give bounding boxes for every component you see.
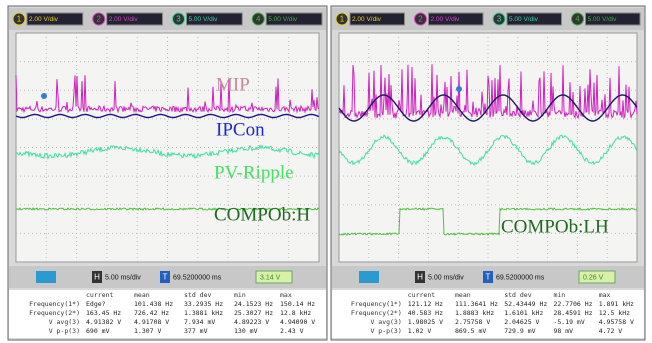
measurement-value: 4.91382 V xyxy=(86,318,121,326)
measurement-value: 729.9 mV xyxy=(504,327,535,335)
measurement-value: 4.91708 V xyxy=(134,318,169,326)
measurement-label: Frequency(2*) xyxy=(29,309,80,317)
measurement-value: 4.94090 V xyxy=(280,318,315,326)
measurement-value: -5.19 mV xyxy=(553,318,584,326)
waveform-area xyxy=(16,33,319,262)
measurement-value: 24.1523 Hz xyxy=(234,300,273,308)
trace-label: PV-Ripple xyxy=(214,162,294,183)
measurement-label: V p-p(3) xyxy=(49,327,80,335)
measurement-value: 1.307 V xyxy=(134,327,161,335)
trace-label: COMPOb:H xyxy=(214,204,310,225)
measurement-value: 2.75758 V xyxy=(455,318,490,326)
measurement-value: 7.934 mV xyxy=(184,318,215,326)
channel-number: 3 xyxy=(176,15,181,24)
measurement-value: 12.5 kHz xyxy=(599,309,630,317)
channel-number: 3 xyxy=(497,15,502,24)
measurement-value: 4.72 V xyxy=(599,327,623,335)
trace-label: IPCon xyxy=(216,119,265,140)
trigger-marker: T xyxy=(163,273,168,282)
measurement-value: 1.6101 kHz xyxy=(504,309,543,317)
measurement-value: 40.583 Hz xyxy=(408,309,443,317)
measurement-header: std dev xyxy=(504,291,531,299)
measurement-value: 1.98025 V xyxy=(408,318,443,326)
measurement-value: 52.43449 Hz xyxy=(504,300,547,308)
measurement-value: 121.12 Hz xyxy=(408,300,443,308)
measurement-value: 98 mV xyxy=(553,327,573,335)
channel-scale: 2.00 V/div xyxy=(431,16,461,23)
trigger-position: 69.5200000 ms xyxy=(496,274,545,281)
channel-number: 4 xyxy=(256,15,261,24)
measurement-value: 1.8883 kHz xyxy=(455,309,494,317)
measurement-label: Frequency(1*) xyxy=(29,300,80,308)
measurement-value: 4.89223 V xyxy=(234,318,269,326)
channel-number: 1 xyxy=(17,15,22,24)
measurement-header: mean xyxy=(134,291,150,299)
measurement-header: std dev xyxy=(184,291,211,299)
measurement-header: mean xyxy=(455,291,471,299)
timebase: 5.00 ms/div xyxy=(428,274,464,281)
trace-label: MIP xyxy=(216,74,250,95)
channel-scale: 5.00 V/div xyxy=(509,16,539,23)
channel-scale: 2.00 V/div xyxy=(352,16,382,23)
cursor-dot xyxy=(456,86,462,92)
cursor-dot xyxy=(41,93,47,99)
trigger-marker: T xyxy=(486,273,491,282)
channel-number: 2 xyxy=(97,15,102,24)
measurement-value: 150.14 Hz xyxy=(280,300,315,308)
measurement-value: 25.3027 Hz xyxy=(234,309,273,317)
channel-number: 4 xyxy=(575,15,580,24)
trigger-position: 69.5200000 ms xyxy=(173,274,222,281)
measurement-value: 2.04625 V xyxy=(504,318,539,326)
measurement-header: max xyxy=(599,291,611,299)
measurement-header: current xyxy=(408,291,435,299)
measurement-value: Edge? xyxy=(86,300,106,308)
measurement-value: 377 mV xyxy=(184,327,208,335)
measurement-value: 101.438 Hz xyxy=(134,300,173,308)
channel-scale: 5.00 V/div xyxy=(189,16,219,23)
measurement-header: min xyxy=(553,291,565,299)
timebase-marker: H xyxy=(94,273,100,282)
measurement-value: 33.2935 Hz xyxy=(184,300,223,308)
measurement-value: 130 mV xyxy=(234,327,258,335)
trigger-level: 3.14 V xyxy=(260,274,281,281)
measurement-value: 690 mV xyxy=(86,327,110,335)
measurement-header: min xyxy=(234,291,246,299)
measurement-label: V p-p(3) xyxy=(370,327,401,335)
run-icon xyxy=(359,271,379,283)
measurement-value: 163.45 Hz xyxy=(86,309,121,317)
measurement-header: max xyxy=(280,291,292,299)
timebase: 5.00 ms/div xyxy=(105,274,141,281)
measurement-label: V avg(3) xyxy=(370,318,401,326)
measurement-label: Frequency(1*) xyxy=(351,300,402,308)
channel-scale: 2.00 V/div xyxy=(109,16,139,23)
measurement-value: 1.891 kHz xyxy=(599,300,634,308)
measurement-header: current xyxy=(86,291,113,299)
measurement-value: 4.95758 V xyxy=(599,318,634,326)
trace-label: COMPOb:LH xyxy=(501,216,609,237)
measurement-value: 22.7706 Hz xyxy=(553,300,592,308)
measurement-value: 2.43 V xyxy=(280,327,304,335)
channel-scale: 5.00 V/div xyxy=(588,16,618,23)
measurement-value: 1.3881 kHz xyxy=(184,309,223,317)
measurement-value: 12.8 kHz xyxy=(280,309,311,317)
measurement-value: 28.4591 Hz xyxy=(553,309,592,317)
measurement-label: Frequency(2*) xyxy=(351,309,402,317)
measurement-value: 1.02 V xyxy=(408,327,432,335)
channel-number: 2 xyxy=(418,15,423,24)
measurement-label: V avg(3) xyxy=(49,318,80,326)
channel-scale: 2.00 V/div xyxy=(29,16,59,23)
measurement-value: 726.42 Hz xyxy=(134,309,169,317)
run-icon xyxy=(36,271,56,283)
screenshot: 1 2.00 V/div 2 2.00 V/div 3 5.00 V/div 4 5.00 V… xyxy=(0,0,652,343)
timebase-marker: H xyxy=(417,273,423,282)
channel-number: 1 xyxy=(340,15,345,24)
measurement-value: 111.3641 Hz xyxy=(455,300,498,308)
channel-scale: 5.00 V/div xyxy=(268,16,298,23)
measurement-value: 869.5 mV xyxy=(455,327,486,335)
trigger-level: 0.26 V xyxy=(583,274,604,281)
